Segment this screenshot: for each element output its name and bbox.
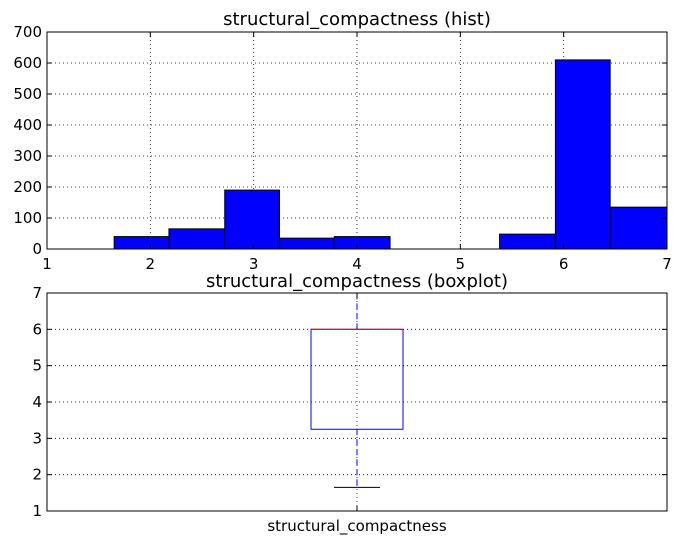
boxplot-panel: structural_compactness (boxplot) 1 2 3 4 5 6 7… xyxy=(32,271,668,536)
histogram-y-tick-label: 700 xyxy=(13,23,42,41)
histogram-y-tick-label: 400 xyxy=(13,116,42,134)
boxplot-category-label: structural_compactness xyxy=(267,517,446,536)
histogram-x-tick-label: 5 xyxy=(456,255,466,273)
boxplot-ticks: 1 2 3 4 5 6 7 structural_compactness xyxy=(32,284,667,536)
histogram-y-tick-label: 200 xyxy=(13,178,42,196)
boxplot-y-tick-label: 6 xyxy=(32,320,42,338)
histogram-y-tick-label: 100 xyxy=(13,209,42,227)
boxplot-y-tick-label: 7 xyxy=(32,284,42,302)
histogram-bar xyxy=(224,189,281,250)
histogram-bar xyxy=(279,237,335,250)
histogram-y-tick-label: 0 xyxy=(32,240,42,258)
boxplot-marks xyxy=(310,292,404,488)
histogram-y-tick-label: 600 xyxy=(13,54,42,72)
histogram-bars xyxy=(113,59,668,250)
boxplot-y-tick-label: 4 xyxy=(32,393,42,411)
histogram-panel: structural_compactness (hist) 1 2 3 4 5 6 7 0 10… xyxy=(13,9,671,273)
histogram-bar xyxy=(554,59,611,250)
histogram-title: structural_compactness (hist) xyxy=(223,9,491,30)
histogram-x-tick-label: 7 xyxy=(662,255,672,273)
histogram-x-tick-label: 4 xyxy=(352,255,362,273)
boxplot-y-tick-label: 3 xyxy=(32,429,42,447)
histogram-bar xyxy=(113,236,170,250)
histogram-frame xyxy=(46,31,668,250)
histogram-bar xyxy=(333,236,391,250)
histogram-bar xyxy=(168,228,226,250)
histogram-bar xyxy=(499,233,556,250)
boxplot-y-tick-label: 2 xyxy=(32,466,42,484)
histogram-x-tick-label: 1 xyxy=(42,255,52,273)
boxplot-title: structural_compactness (boxplot) xyxy=(206,271,508,292)
histogram-x-tick-label: 3 xyxy=(249,255,259,273)
histogram-y-tick-label: 300 xyxy=(13,147,42,165)
boxplot-y-tick-label: 1 xyxy=(32,502,42,520)
histogram-y-tick-label: 500 xyxy=(13,85,42,103)
boxplot-y-tick-label: 5 xyxy=(32,357,42,375)
boxplot-frame xyxy=(46,292,668,512)
histogram-x-tick-label: 6 xyxy=(559,255,569,273)
boxplot-box xyxy=(310,328,404,430)
histogram-x-tick-label: 2 xyxy=(146,255,156,273)
histogram-bar xyxy=(609,206,668,250)
